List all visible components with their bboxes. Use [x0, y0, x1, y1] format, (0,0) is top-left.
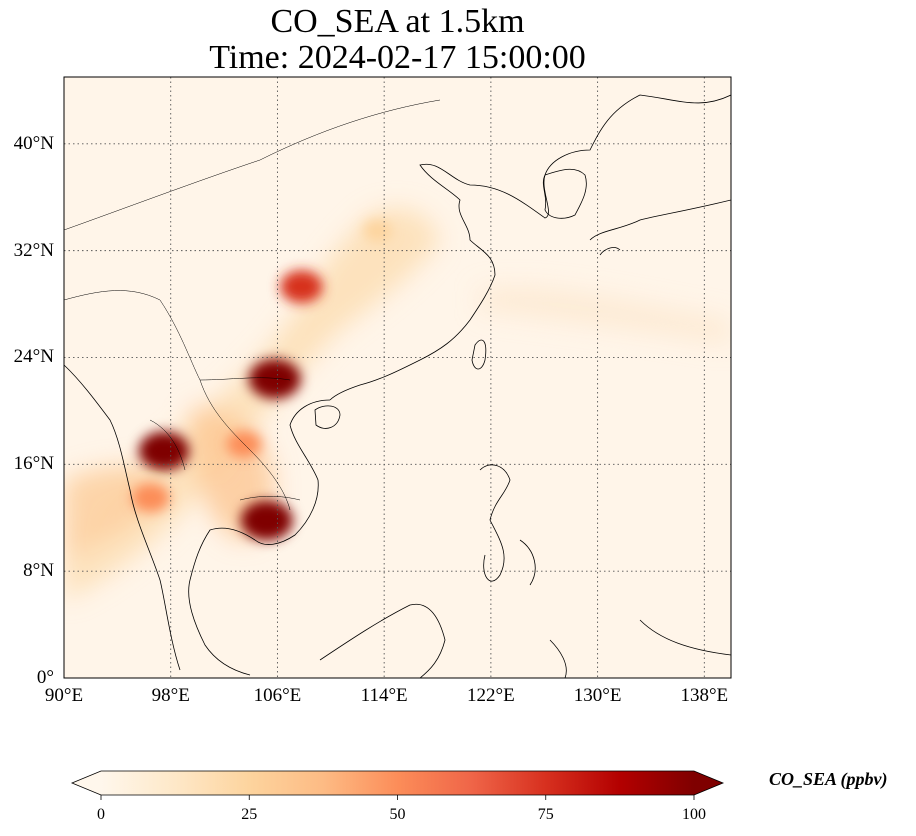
gulf-of-thailand	[188, 527, 256, 676]
hotspot-6	[363, 219, 392, 242]
x-tick-label: 98°E	[151, 685, 190, 706]
x-tick-label: 138°E	[680, 685, 729, 706]
y-tick-label: 16°N	[13, 453, 54, 475]
map-background	[64, 77, 731, 678]
colorbar-extend-low	[72, 771, 101, 795]
colorbar-label: CO_SEA (ppbv)	[769, 769, 888, 789]
korea-peninsula	[542, 168, 587, 219]
x-tick-label: 114°E	[360, 685, 408, 706]
myanmar-coast	[64, 364, 181, 671]
x-tick-label: 90°E	[44, 685, 84, 706]
map-title-time: Time: 2024-02-17 15:00:00	[209, 39, 586, 76]
vietnam-coast	[254, 399, 331, 545]
hotspot-core-3	[252, 509, 281, 532]
hotspot-5	[131, 483, 170, 513]
borneo	[319, 603, 446, 678]
map-title-variable: CO_SEA at 1.5km	[270, 3, 525, 40]
map-frame	[63, 76, 732, 679]
y-tick-label: 40°N	[13, 132, 54, 154]
y-tick-label: 24°N	[13, 346, 54, 368]
colorbar-tick-label: 75	[537, 806, 554, 823]
colorbar-tick-label: 25	[241, 806, 258, 823]
colorbar-tick-label: 50	[389, 806, 406, 823]
gridlines	[64, 77, 731, 678]
colorbar-extend-high	[694, 771, 723, 795]
taiwan	[471, 339, 487, 370]
china-coastline	[329, 94, 731, 401]
hotspot-0	[280, 270, 323, 304]
colorbar-tick-label: 100	[682, 806, 706, 823]
hainan	[314, 405, 341, 429]
sulawesi-new-guinea	[549, 619, 731, 678]
colorbar-tick-label: 0	[97, 806, 105, 823]
philippines	[479, 464, 536, 586]
y-tick-label: 8°N	[23, 560, 54, 582]
hotspot-core-2	[150, 440, 178, 462]
y-tick-label: 32°N	[13, 239, 54, 261]
colorbar-gradient	[101, 771, 694, 795]
x-tick-label: 122°E	[467, 685, 515, 706]
japan-kyushu-honshu	[589, 199, 731, 256]
y-tick-label: 0°	[36, 667, 54, 688]
x-tick-label: 106°E	[253, 685, 302, 706]
colorbar-tickmarks	[100, 795, 695, 800]
coastlines	[64, 94, 731, 678]
x-tick-label: 130°E	[573, 685, 622, 706]
country-borders	[64, 99, 441, 511]
hotspot-core-1	[260, 367, 289, 390]
colorbar	[70, 770, 725, 800]
